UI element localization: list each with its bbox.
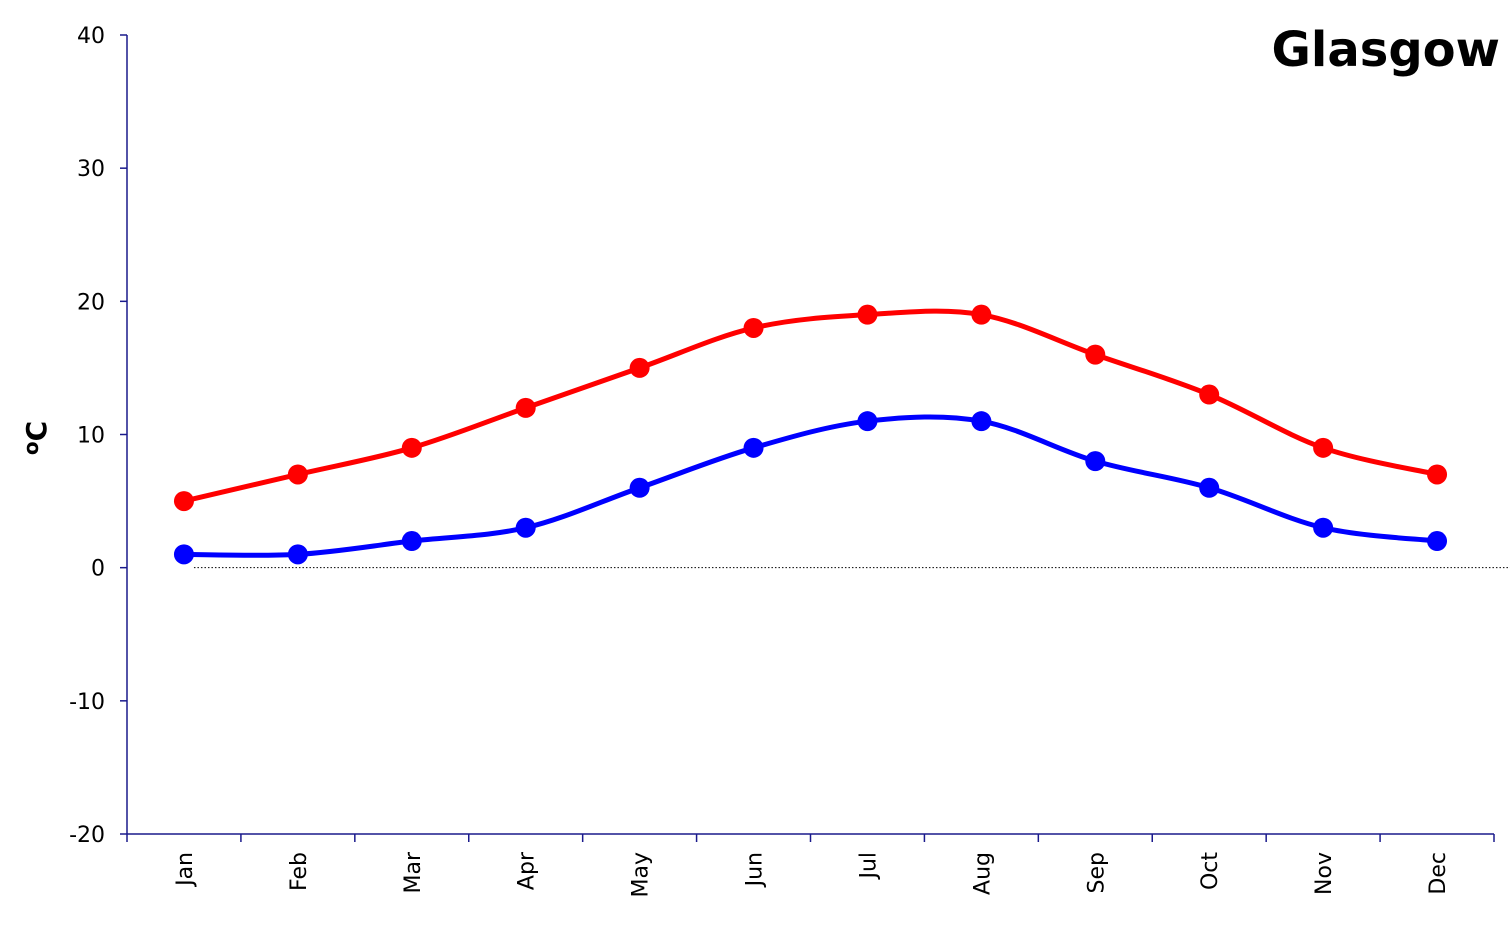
- y-tick-label: 20: [77, 290, 105, 315]
- data-point-series-2: [1199, 477, 1220, 498]
- x-tick-label: Nov: [1312, 852, 1337, 895]
- x-tick-label: Dec: [1426, 852, 1451, 895]
- data-point-series-1: [1313, 437, 1334, 458]
- y-tick-label: 10: [77, 424, 105, 449]
- data-point-series-2: [1085, 451, 1106, 472]
- chart-title: Glasgow: [1272, 22, 1501, 78]
- x-tick-label: Mar: [401, 851, 426, 893]
- plot-area: -20 -10 0 10 20 30 40 Jan Feb Mar Apr May Jun Jul Aug S…: [69, 24, 1510, 897]
- data-point-series-1: [1199, 384, 1220, 405]
- data-point-series-2: [287, 544, 308, 565]
- data-point-series-2: [401, 531, 422, 552]
- y-tick-label: 30: [77, 157, 105, 182]
- data-point-series-2: [743, 437, 764, 458]
- data-point-series-1: [743, 317, 764, 338]
- data-point-series-1: [1085, 344, 1106, 365]
- data-point-series-1: [287, 464, 308, 485]
- x-tick-label: Aug: [970, 852, 995, 895]
- data-point-series-1: [857, 304, 878, 325]
- x-tick-label: Oct: [1198, 852, 1223, 890]
- x-tick-label: Jul: [856, 852, 881, 881]
- y-tick-label: 40: [77, 24, 105, 49]
- x-tick-label: Apr: [515, 851, 540, 890]
- data-point-series-2: [1427, 531, 1448, 552]
- data-point-series-1: [629, 357, 650, 378]
- y-tick-label: -10: [69, 690, 105, 715]
- data-point-series-2: [629, 477, 650, 498]
- x-tick-label: Sep: [1084, 852, 1109, 893]
- data-point-series-2: [1313, 517, 1334, 538]
- y-tick-label: -20: [69, 823, 105, 848]
- data-point-series-1: [401, 437, 422, 458]
- data-point-series-2: [857, 411, 878, 432]
- data-point-series-1: [173, 491, 194, 512]
- y-tick-label: 0: [91, 557, 105, 582]
- x-tick-label: Jan: [173, 852, 198, 888]
- x-tick-label: May: [629, 852, 654, 897]
- data-point-series-2: [173, 544, 194, 565]
- x-tick-label: Jun: [743, 852, 768, 888]
- y-axis-label: oC: [19, 421, 53, 455]
- data-point-series-1: [515, 397, 536, 418]
- x-tick-label: Feb: [287, 852, 312, 891]
- data-point-series-1: [1427, 464, 1448, 485]
- series-line-1: [181, 308, 1440, 504]
- data-point-series-2: [971, 411, 992, 432]
- data-point-series-1: [971, 304, 992, 325]
- data-point-series-2: [515, 517, 536, 538]
- series-line-2: [181, 414, 1440, 558]
